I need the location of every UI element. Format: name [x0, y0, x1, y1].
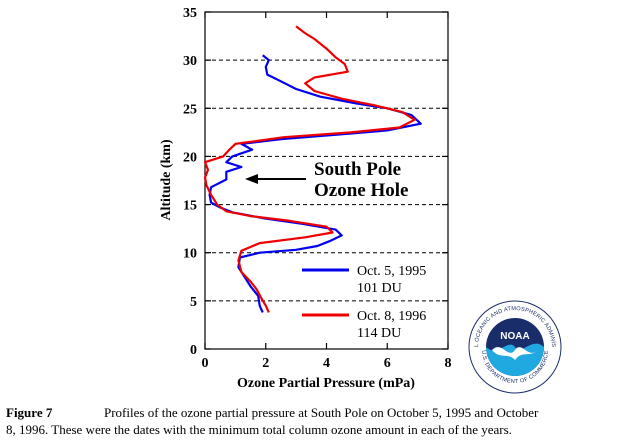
- x-tick-label-4: 4: [323, 356, 330, 371]
- y-axis-label: Altitude (km): [159, 139, 174, 221]
- series-line-1995: [208, 54, 422, 313]
- noaa-logo: NATIONAL OCEANIC AND ATMOSPHERIC ADMINIS…: [468, 300, 562, 394]
- ozone-profile-chart: 0 5 10 15 20 25 30 35 0 2 4 6 8 Ozone Partial Pressu…: [159, 6, 452, 391]
- y-tick-label-30: 30: [183, 54, 197, 69]
- legend-entry-1996: Oct. 8, 1996 114 DU: [302, 309, 426, 341]
- noaa-logo-text: NOAA: [500, 331, 529, 342]
- caption-line-2: 8, 1996. These were the dates with the m…: [6, 422, 512, 437]
- y-tick-label-5: 5: [190, 295, 197, 310]
- annotation-line-1: South Pole: [314, 159, 401, 180]
- x-tick-label-2: 2: [262, 356, 269, 371]
- figure-caption: Figure 7 Profiles of the ozone partial pr…: [6, 404, 612, 438]
- x-axis-label: Ozone Partial Pressure (mPa): [237, 376, 415, 391]
- figure-number: Figure 7: [6, 405, 53, 420]
- y-tick-label-25: 25: [183, 102, 197, 117]
- caption-line-1: Figure 7 Profiles of the ozone partial pr…: [6, 404, 612, 421]
- legend-label-1995: Oct. 5, 1995: [357, 264, 426, 279]
- x-tick-label-8: 8: [445, 356, 452, 371]
- caption-text-1: Profiles of the ozone partial pressure a…: [104, 405, 539, 420]
- x-tick-label-6: 6: [384, 356, 391, 371]
- y-tick-label-10: 10: [183, 247, 197, 262]
- axis-ticks: 0 5 10 15 20 25 30 35 0 2 4 6 8: [183, 6, 452, 371]
- annotation-line-2: Ozone Hole: [314, 180, 408, 201]
- x-tick-label-0: 0: [202, 356, 209, 371]
- legend-sub-1995: 101 DU: [357, 281, 402, 296]
- y-tick-label-35: 35: [183, 6, 197, 21]
- grid-lines: [205, 59, 448, 302]
- legend-label-1996: Oct. 8, 1996: [357, 309, 426, 324]
- legend-entry-1995: Oct. 5, 1995 101 DU: [302, 264, 426, 296]
- y-tick-label-0: 0: [190, 343, 197, 358]
- legend: Oct. 5, 1995 101 DU Oct. 8, 1996 114 DU: [302, 264, 426, 341]
- annotation-arrow: [245, 174, 306, 184]
- y-tick-label-15: 15: [183, 199, 197, 214]
- y-tick-label-20: 20: [183, 150, 197, 165]
- series-lines: [203, 25, 422, 313]
- legend-sub-1996: 114 DU: [357, 326, 401, 341]
- series-line-1996: [203, 25, 416, 313]
